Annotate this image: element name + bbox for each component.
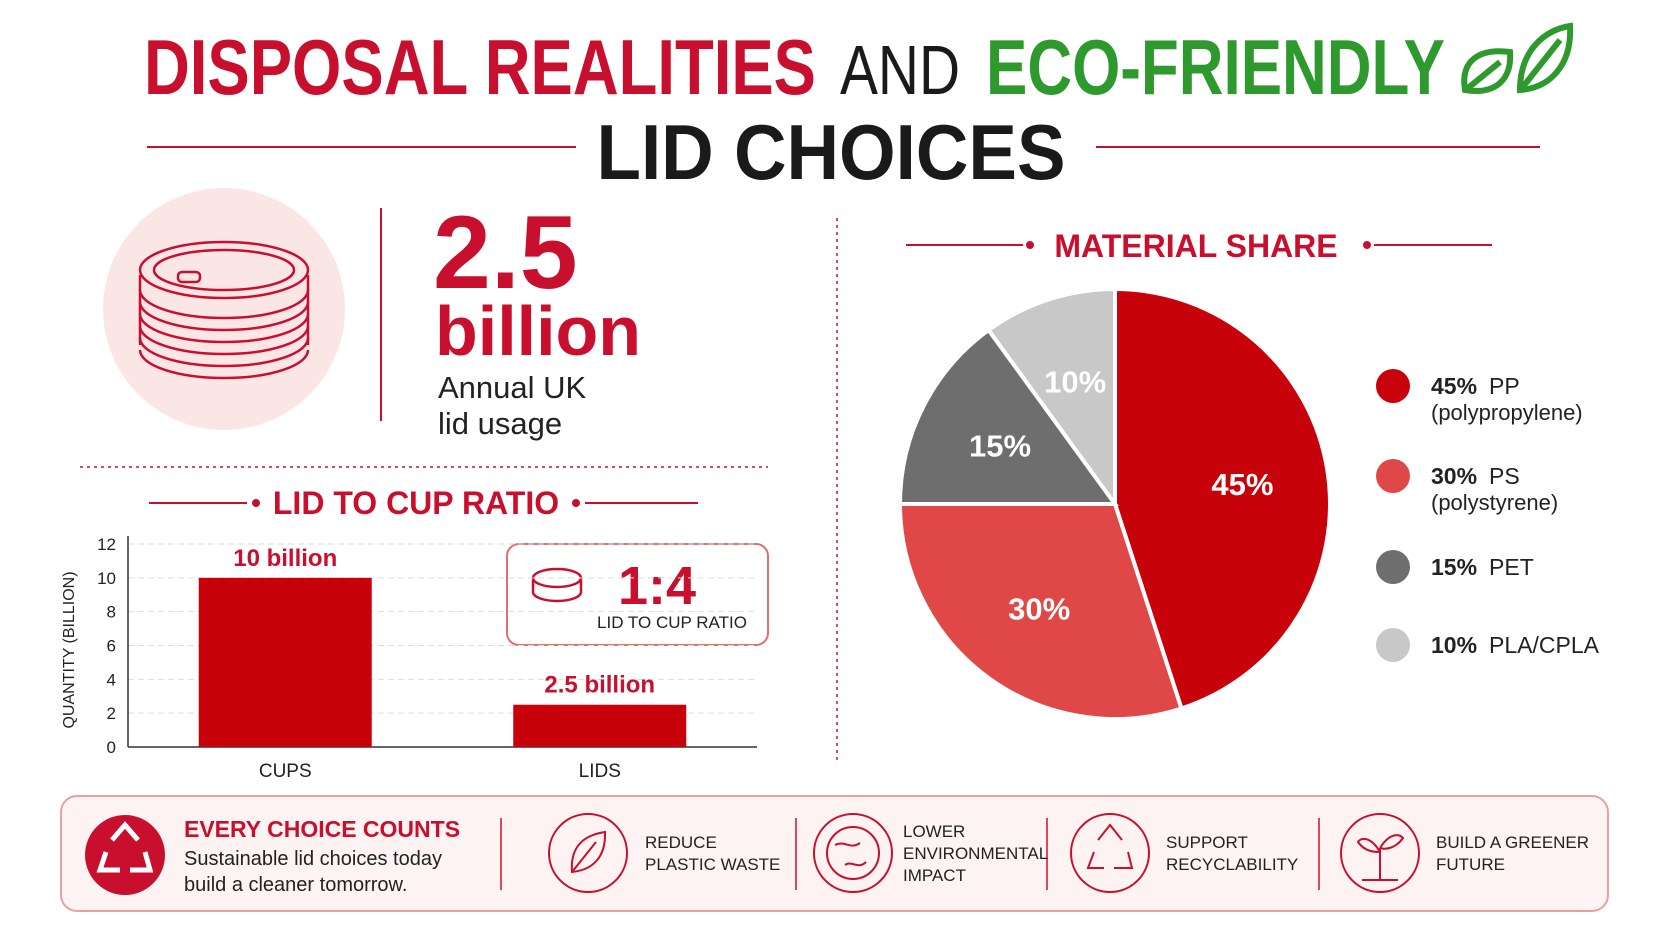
- pie-slice: [1113, 286, 1332, 711]
- stat-label: Annual UK: [438, 370, 587, 405]
- y-tick-label: 6: [107, 637, 116, 656]
- legend-note: (polystyrene): [1431, 490, 1558, 515]
- footer-item: FUTURE: [1436, 855, 1505, 874]
- lid-stack-icon: [138, 240, 310, 380]
- footer-item: LOWER: [903, 822, 965, 841]
- legend-swatch: [1376, 459, 1410, 493]
- leaf-icon: [1461, 22, 1574, 94]
- legend-name: PP: [1489, 373, 1520, 399]
- ratio-box: [506, 543, 769, 646]
- slice-label: 15%: [969, 428, 1031, 463]
- legend-entry: 45% PP: [1431, 373, 1520, 399]
- slice-label: 45%: [1211, 467, 1273, 502]
- title-line2: LID CHOICES: [597, 108, 1066, 196]
- footer-item: BUILD A GREENER: [1436, 833, 1589, 852]
- y-tick-label: 8: [107, 603, 116, 622]
- legend-entry: 30% PS: [1431, 463, 1520, 489]
- dot: [252, 499, 260, 507]
- y-axis-label: QUANTITY (BILLION): [61, 571, 78, 728]
- legend-value: 30%: [1431, 463, 1477, 489]
- legend-swatch: [1376, 628, 1410, 662]
- footer-item: REDUCE: [645, 833, 717, 852]
- legend-name: PLA/CPLA: [1489, 632, 1600, 658]
- title-part: AND: [840, 31, 960, 109]
- title-part: DISPOSAL REALITIES: [144, 23, 816, 111]
- legend-value: 15%: [1431, 554, 1477, 580]
- stat-value: 2.5: [433, 195, 578, 311]
- dot: [1363, 241, 1371, 249]
- footer-dividers: [500, 818, 1320, 890]
- chart-title: MATERIAL SHARE: [1054, 228, 1337, 264]
- ratio-value: 1:4: [618, 556, 696, 616]
- legend-note: (polypropylene): [1431, 400, 1583, 425]
- pie-slice: [897, 502, 1184, 721]
- pie-slice: [985, 286, 1117, 511]
- recycle-badge: [85, 815, 165, 895]
- dot: [1026, 241, 1034, 249]
- value-label: 10 billion: [233, 545, 337, 572]
- stat-label: lid usage: [438, 406, 562, 441]
- footer-item: RECYCLABILITY: [1166, 855, 1298, 874]
- chart-title: LID TO CUP RATIO: [273, 485, 559, 521]
- y-tick-label: 0: [107, 738, 116, 757]
- legend-name: PET: [1489, 554, 1534, 580]
- bar: [198, 577, 372, 747]
- footer-box: [60, 795, 1609, 912]
- legend-name: PS: [1489, 463, 1520, 489]
- legend-entry: 10% PLA/CPLA: [1431, 632, 1600, 658]
- y-tick-label: 4: [107, 670, 116, 689]
- footer-item: SUPPORT: [1166, 833, 1248, 852]
- slice-label: 30%: [1008, 591, 1070, 626]
- footer-item: ENVIRONMENTAL: [903, 844, 1048, 863]
- bar: [513, 704, 687, 747]
- legend-value: 10%: [1431, 632, 1477, 658]
- legend-value: 45%: [1431, 373, 1477, 399]
- dot: [572, 499, 580, 507]
- title-part: ECO-FRIENDLY: [986, 23, 1445, 111]
- footer-icons: [548, 813, 1420, 893]
- y-tick-label: 10: [97, 569, 116, 588]
- legend-swatch: [1376, 550, 1410, 584]
- legend-entry: 15% PET: [1431, 554, 1534, 580]
- value-label: 2.5 billion: [544, 672, 655, 699]
- y-tick-label: 12: [97, 535, 116, 554]
- footer-item: IMPACT: [903, 866, 966, 885]
- legend-swatch: [1376, 369, 1410, 403]
- y-tick-label: 2: [107, 704, 116, 723]
- pie-slice: [897, 327, 1119, 506]
- footer-headline: EVERY CHOICE COUNTS: [184, 816, 460, 842]
- recycle-icon: [96, 821, 154, 873]
- x-tick-label: CUPS: [259, 761, 312, 782]
- stat-unit: billion: [435, 292, 641, 370]
- ratio-label: LID TO CUP RATIO: [597, 613, 747, 632]
- footer-text: Sustainable lid choices today: [184, 848, 442, 870]
- footer-text: build a cleaner tomorrow.: [184, 874, 407, 896]
- slice-label: 10%: [1044, 364, 1106, 399]
- footer-item: PLASTIC WASTE: [645, 855, 780, 874]
- x-tick-label: LIDS: [579, 761, 621, 782]
